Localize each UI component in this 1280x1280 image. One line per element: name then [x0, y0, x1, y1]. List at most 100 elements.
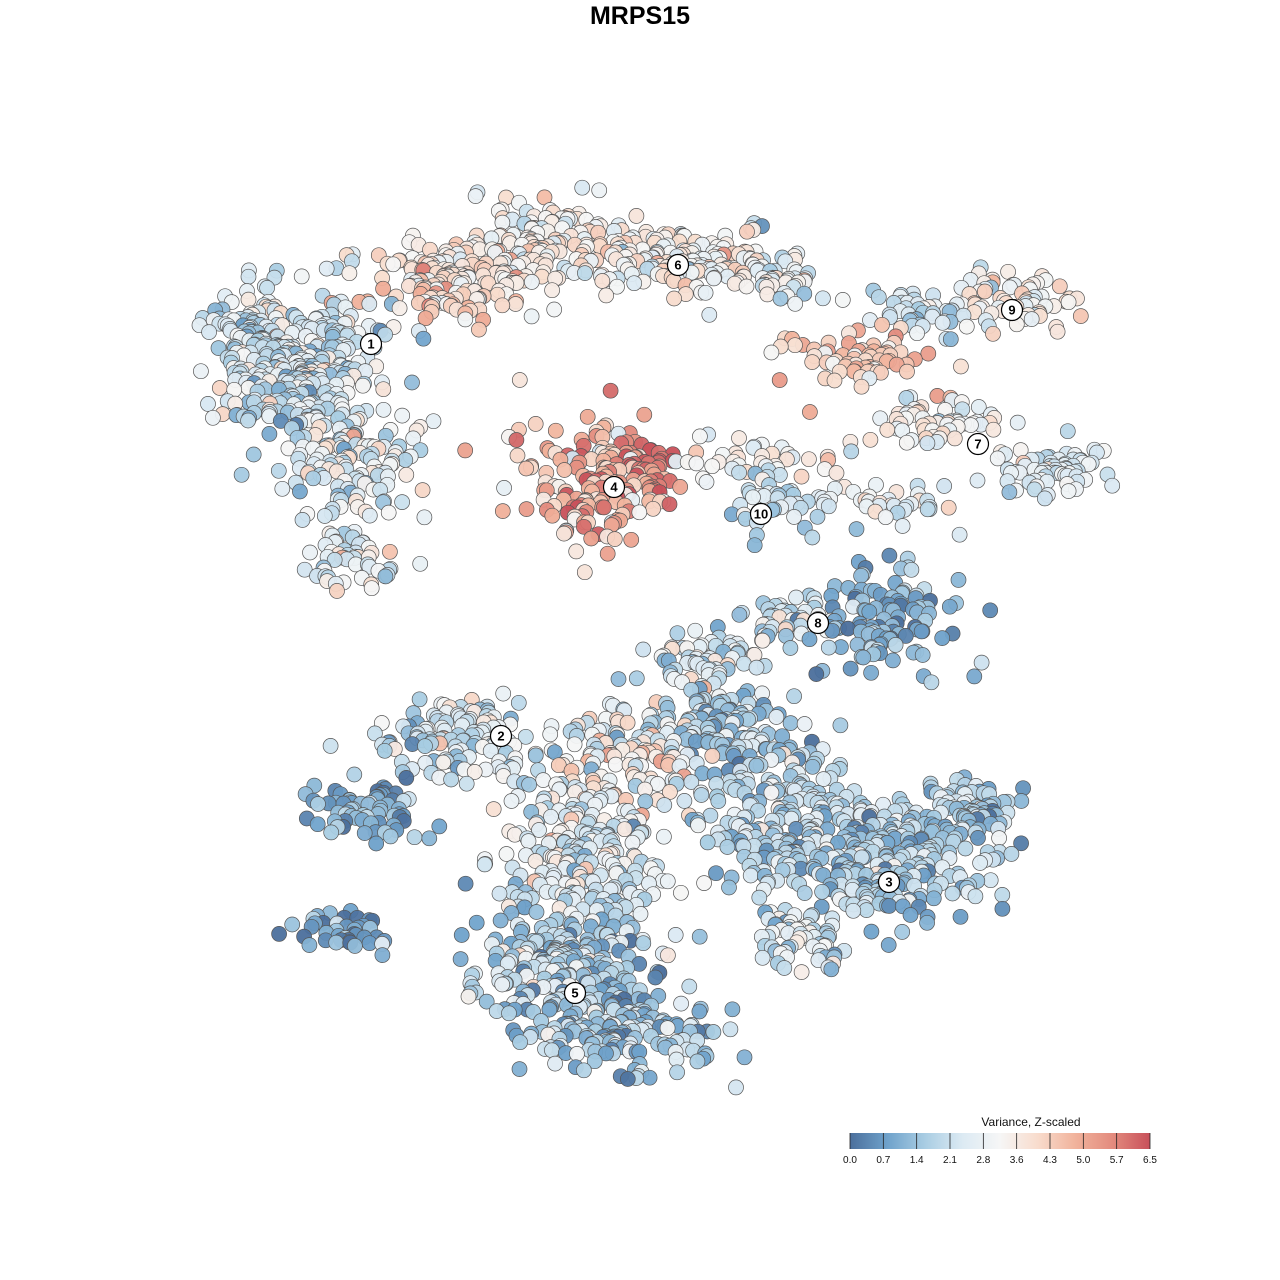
scatter-point: [759, 286, 776, 303]
scatter-point: [240, 268, 257, 285]
scatter-point: [754, 632, 771, 649]
scatter-point: [872, 410, 889, 427]
cluster-label-text: 4: [610, 480, 618, 495]
scatter-point: [1059, 423, 1076, 440]
cluster-label-text: 5: [571, 986, 578, 1001]
scatter-point: [976, 283, 993, 300]
scatter-point: [802, 404, 818, 420]
scatter-point: [272, 413, 289, 429]
scatter-point: [435, 754, 452, 771]
scatter-point: [309, 816, 326, 833]
scatter-point: [271, 926, 287, 942]
scatter-point: [495, 685, 512, 702]
scatter-point: [404, 374, 420, 391]
scatter-point: [667, 927, 684, 943]
scatter-point: [323, 824, 340, 841]
scatter-point: [656, 797, 673, 813]
colorbar-tick-label: 5.0: [1076, 1155, 1090, 1166]
scatter-point: [659, 873, 676, 890]
cluster-label-text: 1: [367, 337, 374, 352]
scatter-point: [885, 652, 901, 669]
scatter-point: [1023, 311, 1040, 327]
scatter-point: [745, 489, 761, 506]
scatter-point: [748, 757, 765, 774]
scatter-point: [619, 714, 636, 731]
scatter-point: [691, 1003, 708, 1020]
scatter-point: [491, 885, 508, 902]
scatter-point: [815, 290, 831, 307]
scatter-point: [689, 1053, 706, 1070]
scatter-point: [909, 325, 925, 342]
scatter-point: [920, 345, 937, 362]
scatter-point: [754, 949, 771, 966]
cluster-label-6: 6: [666, 253, 690, 277]
scatter-point: [405, 430, 422, 447]
scatter-point: [341, 265, 358, 282]
scatter-point: [1001, 484, 1018, 501]
scatter-point: [660, 947, 676, 964]
scatter-point: [991, 830, 1007, 846]
scatter-point: [521, 776, 537, 793]
scatter-point: [1013, 793, 1030, 809]
cluster-label-3: 3: [877, 870, 901, 894]
scatter-point: [498, 846, 515, 862]
scatter-point: [494, 503, 511, 519]
scatter-point: [894, 518, 911, 534]
scatter-point: [579, 408, 596, 425]
scatter-point: [316, 508, 333, 524]
scatter-point: [412, 555, 429, 572]
scatter-point: [697, 284, 714, 301]
scatter-point: [973, 654, 990, 671]
scatter-point: [808, 666, 825, 682]
scatter-point: [946, 430, 963, 447]
scatter-point: [705, 270, 722, 287]
scatter-point: [776, 960, 793, 976]
scatter-point: [240, 291, 257, 308]
scatter-point: [511, 372, 528, 388]
colorbar-tick-label: 3.6: [1010, 1155, 1024, 1166]
scatter-point: [414, 482, 431, 498]
scatter-point: [696, 875, 712, 891]
scatter-point: [982, 872, 999, 889]
scatter-point: [211, 380, 228, 396]
scatter-point: [293, 268, 310, 285]
scatter-point: [245, 446, 262, 463]
scatter-point: [994, 900, 1011, 917]
scatter-point: [782, 715, 799, 731]
scatter-point: [626, 275, 643, 292]
scatter-point: [936, 478, 953, 494]
scatter-point: [804, 529, 821, 546]
scatter-point: [452, 951, 469, 967]
scatter-point: [840, 620, 856, 637]
scatter-point: [544, 1042, 560, 1059]
scatter-point: [659, 1020, 676, 1036]
scatter-point: [632, 906, 649, 922]
scatter-point: [509, 447, 526, 464]
scatter-point: [1060, 294, 1077, 311]
scatter-point: [240, 412, 256, 429]
scatter-point: [528, 904, 545, 920]
scatter-point: [1036, 490, 1053, 507]
scatter-point: [701, 306, 718, 323]
scatter-point: [944, 885, 961, 902]
scatter-point: [641, 1069, 658, 1086]
scatter-point: [719, 839, 736, 855]
scatter-point: [862, 431, 879, 448]
scatter-point: [385, 256, 402, 273]
scatter-point: [768, 709, 785, 725]
scatter-point: [471, 321, 487, 338]
scatter-point: [347, 938, 363, 954]
scatter-point: [259, 280, 275, 296]
colorbar-tick-label: 0.7: [876, 1155, 890, 1166]
scatter-point: [568, 543, 585, 560]
scatter-point: [858, 902, 875, 918]
scatter-point: [374, 947, 391, 963]
scatter-point: [591, 182, 608, 199]
scatter-point: [899, 363, 915, 380]
chart-title: MRPS15: [589, 2, 691, 30]
scatter-point: [398, 466, 415, 483]
scatter-point: [688, 455, 705, 472]
scatter-point: [576, 1062, 592, 1079]
scatter-point: [969, 472, 986, 489]
